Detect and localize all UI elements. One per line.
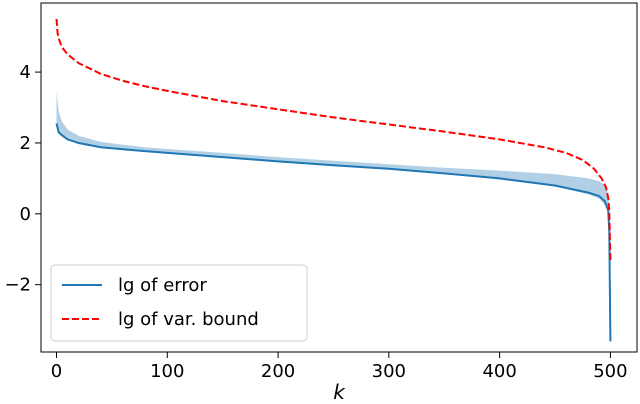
- x-tick-label: 300: [372, 361, 406, 382]
- y-tick-label: 0: [20, 204, 31, 225]
- x-tick-label: 100: [150, 361, 184, 382]
- x-axis: 0 100 200 300 400 500: [51, 352, 628, 382]
- series-line-1: [55, 18, 612, 260]
- plot-frame: [40, 2, 638, 353]
- x-tick-label: 500: [593, 361, 627, 382]
- x-tick-label: 200: [261, 361, 295, 382]
- y-axis: −2 0 2 4: [4, 62, 41, 296]
- y-tick-label: −2: [4, 275, 31, 296]
- x-tick-label: 400: [482, 361, 516, 382]
- legend-label-var-bound: lg of var. bound: [118, 309, 259, 330]
- series-layer: [55, 18, 612, 342]
- y-tick-label: 4: [20, 62, 31, 83]
- y-tick-label: 2: [20, 133, 31, 154]
- legend: lg of error lg of var. bound: [50, 264, 308, 342]
- x-axis-label: k: [333, 380, 346, 404]
- x-tick-label: 0: [51, 361, 62, 382]
- legend-label-error: lg of error: [118, 275, 207, 296]
- legend-box: [50, 264, 308, 342]
- series-line-0: [55, 123, 612, 342]
